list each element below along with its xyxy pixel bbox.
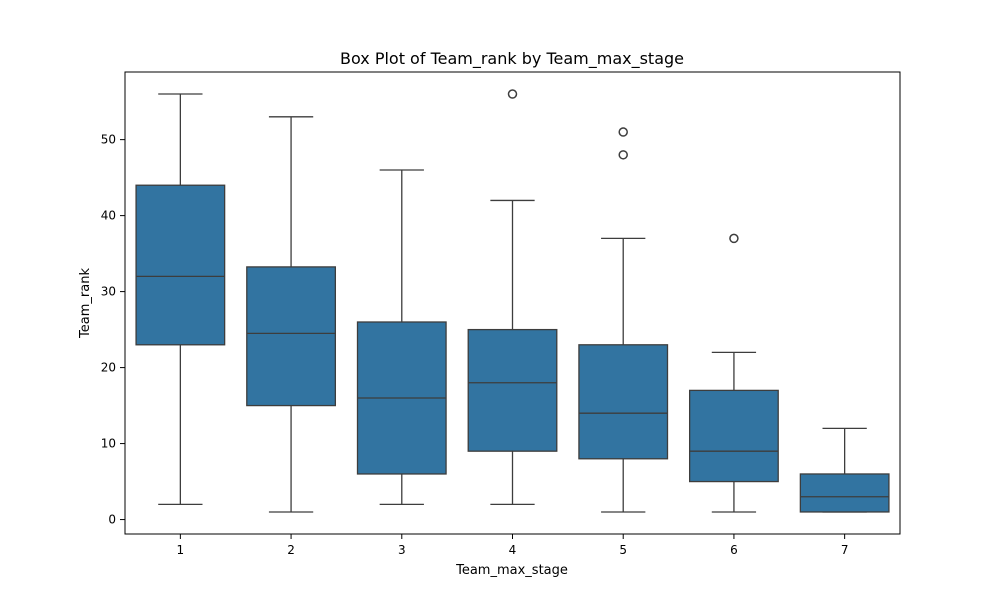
y-tick-label: 0 [108, 513, 116, 527]
x-tick-label: 6 [730, 543, 738, 557]
y-tick-label: 10 [101, 437, 116, 451]
outlier-point [507, 89, 518, 99]
box-group-5 [578, 127, 669, 513]
x-tick-label: 2 [287, 543, 295, 557]
box [799, 473, 890, 513]
x-tick-label: 1 [177, 543, 185, 557]
box [688, 389, 779, 483]
y-tick-label: 50 [101, 133, 116, 147]
box-group-2 [246, 116, 337, 513]
outlier-point [618, 127, 628, 137]
x-tick-label: 5 [619, 543, 627, 557]
chart-title: Box Plot of Team_rank by Team_max_stage [340, 49, 684, 69]
x-tick-label: 3 [398, 543, 406, 557]
box-group-6 [688, 233, 779, 513]
plot-area [135, 89, 890, 513]
x-tick-label: 7 [841, 543, 849, 557]
y-tick-label: 30 [101, 285, 116, 299]
box-group-3 [356, 169, 447, 506]
outlier-point [729, 233, 739, 244]
box [578, 344, 669, 460]
box [246, 266, 337, 407]
box-group-1 [135, 93, 226, 506]
y-axis: 0 10 20 30 40 50 [101, 133, 125, 527]
outlier-point [618, 150, 628, 160]
box [467, 328, 558, 452]
y-axis-label: Team_rank [78, 268, 93, 339]
x-axis-label: Team_max_stage [455, 563, 568, 578]
box [135, 184, 226, 346]
x-tick-label: 4 [509, 543, 517, 557]
box-group-7 [799, 427, 890, 513]
y-tick-label: 40 [101, 209, 116, 223]
box-group-4 [467, 89, 558, 506]
x-axis: 1 2 3 4 5 6 7 [177, 534, 849, 557]
y-tick-label: 20 [101, 361, 116, 375]
